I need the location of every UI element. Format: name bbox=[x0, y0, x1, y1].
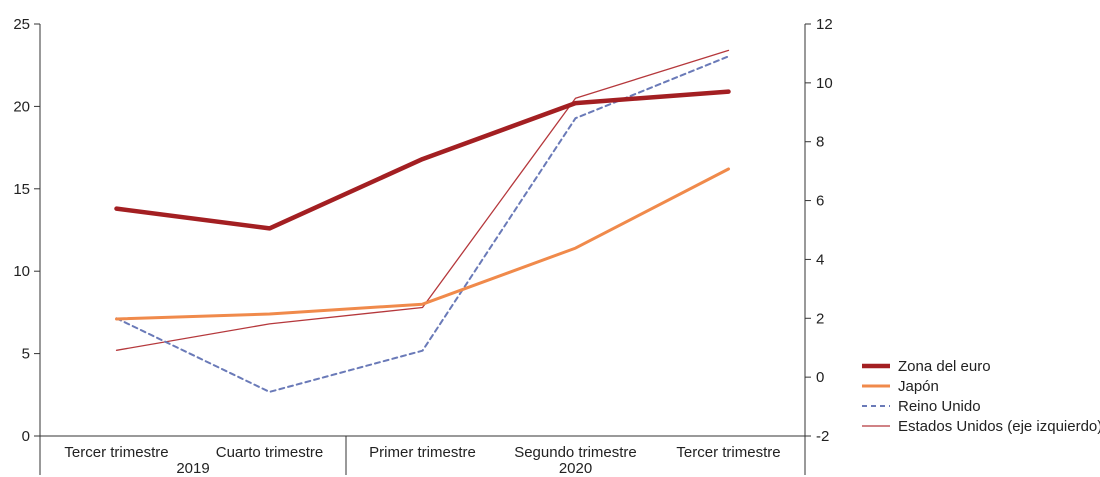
right-axis-tick-label: 10 bbox=[816, 75, 833, 92]
series-line-jap-n bbox=[115, 167, 730, 321]
legend-label: Estados Unidos (eje izquierdo) bbox=[898, 418, 1100, 435]
right-axis-tick-label: 2 bbox=[816, 310, 824, 327]
chart-legend: Zona del euro Japón Reino Unido Estados Uni… bbox=[862, 358, 1100, 435]
left-axis-tick-label: 25 bbox=[13, 16, 30, 33]
right-axis-tick-label: 0 bbox=[816, 369, 824, 386]
chart-series bbox=[114, 49, 731, 393]
right-axis-tick-label: -2 bbox=[816, 428, 829, 445]
left-axis-tick-label: 15 bbox=[13, 181, 30, 198]
x-category-label: Tercer trimestre bbox=[676, 444, 780, 461]
series-line-estados-unidos-eje-izquierdo bbox=[115, 49, 730, 351]
left-axis-tick-label: 20 bbox=[13, 98, 30, 115]
series-line-zona-del-euro bbox=[114, 89, 731, 231]
year-group-label: 2020 bbox=[559, 460, 592, 477]
year-group-label: 2019 bbox=[176, 460, 209, 477]
legend-label: Zona del euro bbox=[898, 358, 991, 375]
legend-label: Japón bbox=[898, 378, 939, 395]
right-axis-tick-label: 4 bbox=[816, 251, 824, 268]
right-axis-tick-label: 6 bbox=[816, 193, 824, 210]
legend-label: Reino Unido bbox=[898, 398, 981, 415]
series-line-reino-unido bbox=[115, 55, 730, 393]
chart-axes: 0 5 10 15 20 25 -2 0 2 4 6 8 10 12 2019 2020 Tercer trim… bbox=[13, 16, 832, 477]
x-category-label: Cuarto trimestre bbox=[216, 444, 324, 461]
left-axis-tick-label: 5 bbox=[22, 346, 30, 363]
x-category-label: Primer trimestre bbox=[369, 444, 476, 461]
x-category-label: Tercer trimestre bbox=[64, 444, 168, 461]
x-category-label: Segundo trimestre bbox=[514, 444, 637, 461]
right-axis-tick-label: 12 bbox=[816, 16, 833, 33]
right-axis-tick-label: 8 bbox=[816, 134, 824, 151]
left-axis-tick-label: 10 bbox=[13, 263, 30, 280]
left-axis-tick-label: 0 bbox=[22, 428, 30, 445]
